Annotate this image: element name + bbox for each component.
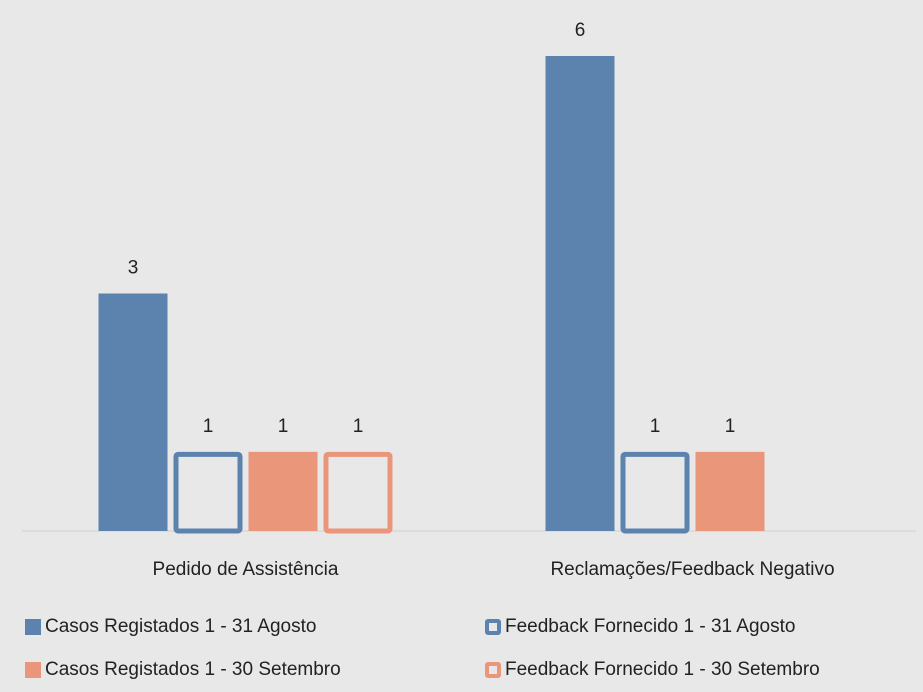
bar — [98, 293, 168, 531]
data-label: 1 — [725, 416, 736, 437]
legend-swatch — [25, 662, 41, 678]
legend-label: Feedback Fornecido 1 - 31 Agosto — [505, 616, 795, 637]
bar — [173, 451, 243, 534]
bar — [248, 451, 318, 531]
legend-swatch — [485, 662, 501, 678]
data-label: 1 — [203, 416, 214, 437]
legend-label: Casos Registados 1 - 31 Agosto — [45, 616, 316, 637]
legend-label: Casos Registados 1 - 30 Setembro — [45, 659, 341, 680]
x-tick-label: Reclamações/Feedback Negativo — [550, 559, 834, 580]
data-label: 1 — [278, 416, 289, 437]
data-label: 1 — [353, 416, 364, 437]
bar — [695, 451, 765, 531]
data-label: 6 — [575, 20, 586, 41]
bar — [323, 451, 393, 534]
legend-swatch — [25, 619, 41, 635]
data-label: 1 — [650, 416, 661, 437]
bar — [620, 451, 690, 534]
data-label: 3 — [128, 258, 139, 279]
legend-label: Feedback Fornecido 1 - 30 Setembro — [505, 659, 820, 680]
x-tick-label: Pedido de Assistência — [153, 559, 339, 580]
bar — [545, 56, 615, 531]
legend-swatch — [485, 619, 501, 635]
